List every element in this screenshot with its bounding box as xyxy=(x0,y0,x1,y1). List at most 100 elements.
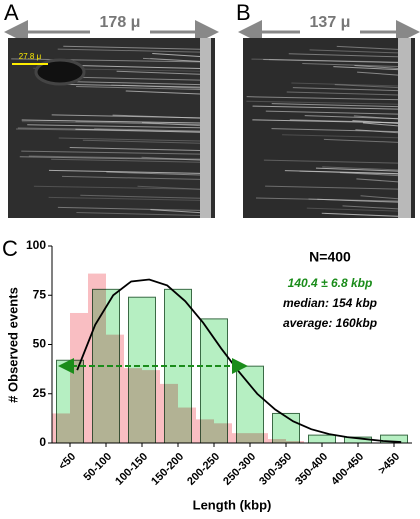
streak xyxy=(292,87,399,92)
streak xyxy=(308,198,399,203)
x-tick-label: 400-450 xyxy=(329,451,366,488)
streak xyxy=(142,57,201,62)
streak xyxy=(252,105,399,110)
x-tick-label: 50-100 xyxy=(81,451,114,484)
x-axis-label: Length (kbp) xyxy=(193,497,272,512)
y-tick-label: 75 xyxy=(33,287,47,301)
x-tick-label: 300-350 xyxy=(257,451,294,488)
streak xyxy=(80,194,201,199)
streak xyxy=(322,166,399,171)
streak xyxy=(33,185,201,190)
streak xyxy=(17,127,201,132)
x-tick-label: 100-150 xyxy=(113,451,150,488)
bar xyxy=(236,365,264,444)
streak xyxy=(299,170,399,175)
streak xyxy=(76,85,201,90)
panel-label: A xyxy=(4,0,19,25)
annotation: 140.4 ± 6.8 kbp xyxy=(288,276,373,290)
streak xyxy=(21,119,201,124)
streak xyxy=(286,91,399,96)
streak xyxy=(21,150,201,155)
streak xyxy=(57,206,201,211)
y-tick-label: 0 xyxy=(39,435,46,449)
streak xyxy=(269,59,399,64)
edge xyxy=(398,38,411,218)
overlay-bar xyxy=(124,368,142,443)
streak xyxy=(291,82,399,87)
overlay-bar xyxy=(52,413,70,443)
streak xyxy=(51,158,201,163)
streak xyxy=(265,185,399,190)
annotation: average: 160kbp xyxy=(283,316,377,330)
streak xyxy=(48,196,201,201)
x-tick-label: 250-300 xyxy=(221,451,258,488)
streak xyxy=(150,209,201,214)
streak xyxy=(11,58,201,63)
streak xyxy=(271,128,399,133)
annotation: median: 154 kbp xyxy=(283,296,377,310)
overlay-bar xyxy=(250,433,268,443)
edge xyxy=(200,38,211,218)
annotation: N=400 xyxy=(309,249,351,265)
streak xyxy=(255,197,399,202)
overlay-bar xyxy=(232,433,250,443)
streak xyxy=(356,178,399,183)
streak xyxy=(150,58,201,63)
width-label: 178 μ xyxy=(100,14,141,31)
streak xyxy=(333,66,399,71)
streak xyxy=(68,81,201,86)
streak xyxy=(75,128,201,133)
micrograph xyxy=(243,38,415,218)
streak xyxy=(19,156,201,161)
streak xyxy=(58,137,201,142)
overlay-bar xyxy=(70,312,88,443)
streak xyxy=(152,53,201,58)
streak xyxy=(141,156,201,161)
streak xyxy=(323,138,399,143)
streak xyxy=(315,167,399,172)
streak xyxy=(76,212,201,217)
streak xyxy=(362,122,399,127)
y-tick-label: 50 xyxy=(33,337,47,351)
streak xyxy=(309,49,399,54)
streak xyxy=(354,64,399,69)
streak xyxy=(271,103,399,108)
streak xyxy=(246,100,399,105)
overlay-bar xyxy=(142,370,160,443)
streak xyxy=(353,115,399,120)
streak xyxy=(116,70,201,75)
x-tick-label: <50 xyxy=(56,451,78,473)
streak xyxy=(263,159,399,164)
overlay-bar xyxy=(88,273,106,443)
streak xyxy=(282,134,399,139)
width-label: 137 μ xyxy=(310,14,351,31)
streak xyxy=(112,114,201,119)
overlay-bar xyxy=(214,423,232,443)
streak xyxy=(137,185,201,190)
streak xyxy=(302,63,399,68)
streak xyxy=(48,169,201,174)
x-tick-label: 150-200 xyxy=(149,451,186,488)
streak xyxy=(57,48,201,53)
streak xyxy=(352,119,399,124)
streak xyxy=(125,90,201,95)
overlay-bar xyxy=(196,419,214,443)
streak xyxy=(63,45,201,50)
streak xyxy=(339,172,399,177)
streak xyxy=(76,65,201,70)
streak xyxy=(82,139,201,144)
streak xyxy=(69,147,201,152)
overlay-bar xyxy=(268,439,286,443)
panel-label: C xyxy=(2,236,18,261)
overlay-bar xyxy=(160,383,178,443)
label-bg xyxy=(300,24,360,40)
streak xyxy=(246,96,399,101)
bar xyxy=(308,434,336,444)
streak xyxy=(94,127,201,132)
streak xyxy=(321,212,399,217)
bead xyxy=(34,58,86,86)
streak xyxy=(141,122,201,127)
scale-label: 27.8 μ xyxy=(19,52,42,61)
y-tick-label: 100 xyxy=(26,238,46,252)
